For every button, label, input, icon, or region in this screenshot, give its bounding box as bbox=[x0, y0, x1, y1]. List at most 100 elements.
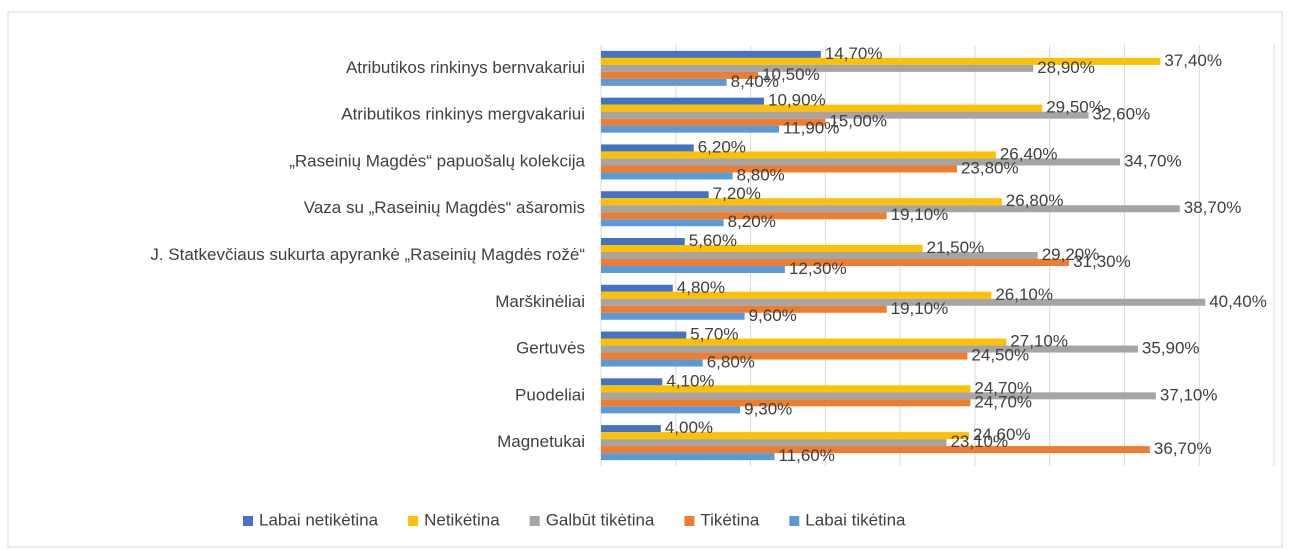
data-label: 27,10% bbox=[1010, 332, 1068, 351]
data-label: 15,00% bbox=[829, 112, 887, 131]
data-label: 24,70% bbox=[974, 378, 1032, 397]
y-tick-label: J. Statkevčiaus sukurta apyrankė „Rasein… bbox=[150, 245, 585, 264]
bar bbox=[601, 406, 741, 414]
data-label: 12,30% bbox=[789, 259, 847, 278]
data-label: 14,70% bbox=[825, 44, 883, 63]
bar bbox=[601, 378, 663, 386]
data-label: 9,30% bbox=[744, 399, 792, 418]
chart-frame bbox=[7, 11, 1283, 548]
legend-swatch bbox=[529, 516, 540, 526]
bar bbox=[601, 191, 709, 199]
bar bbox=[601, 338, 1007, 346]
bar bbox=[601, 151, 996, 159]
data-label: 37,10% bbox=[1160, 385, 1218, 404]
bar bbox=[601, 266, 785, 273]
bar bbox=[601, 104, 1043, 112]
bar bbox=[601, 111, 1089, 119]
data-label: 19,10% bbox=[891, 299, 949, 318]
bar bbox=[601, 238, 685, 245]
data-label: 36,70% bbox=[1154, 439, 1212, 458]
data-label: 34,70% bbox=[1124, 151, 1182, 170]
legend-label: Netikėtina bbox=[424, 510, 500, 529]
data-label: 40,40% bbox=[1209, 292, 1267, 311]
y-tick-label: Gertuvės bbox=[516, 339, 585, 358]
legend-label: Labai netikėtina bbox=[259, 510, 379, 529]
data-label: 32,60% bbox=[1093, 105, 1151, 124]
data-label: 11,90% bbox=[783, 119, 839, 138]
bar bbox=[601, 259, 1070, 266]
data-label: 23,10% bbox=[950, 432, 1008, 451]
bar bbox=[601, 57, 1161, 65]
data-label: 5,70% bbox=[690, 325, 738, 344]
bar bbox=[601, 172, 733, 180]
y-tick-label: „Raseinių Magdės“ papuošalų kolekcija bbox=[289, 151, 585, 170]
bar bbox=[601, 284, 673, 292]
data-label: 29,50% bbox=[1046, 98, 1104, 117]
y-tick-label: Marškinėliai bbox=[495, 292, 585, 311]
data-label: 35,90% bbox=[1142, 339, 1200, 358]
legend-swatch bbox=[408, 516, 419, 526]
bar bbox=[601, 385, 971, 393]
bar bbox=[601, 144, 694, 152]
bar bbox=[601, 205, 1180, 213]
bar bbox=[601, 78, 727, 86]
data-label: 8,20% bbox=[728, 212, 776, 231]
bar bbox=[601, 432, 969, 440]
data-label: 7,20% bbox=[713, 184, 761, 203]
data-label: 26,40% bbox=[1000, 144, 1058, 163]
data-label: 37,40% bbox=[1164, 51, 1222, 70]
bar bbox=[601, 158, 1120, 166]
y-tick-label: Magnetukai bbox=[497, 432, 585, 451]
bar bbox=[601, 453, 775, 461]
data-label: 4,80% bbox=[677, 278, 725, 297]
bar bbox=[601, 118, 826, 126]
bar bbox=[601, 359, 703, 367]
bar bbox=[601, 219, 724, 227]
data-label: 24,70% bbox=[974, 392, 1032, 411]
bar bbox=[601, 312, 745, 320]
bar bbox=[601, 64, 1034, 72]
data-label: 4,00% bbox=[665, 418, 713, 437]
data-label: 5,60% bbox=[689, 231, 737, 250]
bar bbox=[601, 446, 1150, 454]
legend-swatch bbox=[684, 516, 695, 526]
bar bbox=[601, 125, 779, 133]
data-label: 10,50% bbox=[762, 65, 820, 84]
legend-label: Labai tikėtina bbox=[805, 510, 906, 529]
y-tick-label: Atributikos rinkinys bernvakariui bbox=[346, 58, 585, 77]
legend-label: Tikėtina bbox=[700, 510, 759, 529]
bar bbox=[601, 439, 947, 447]
bar bbox=[601, 71, 759, 79]
data-label: 4,10% bbox=[666, 371, 714, 390]
bar bbox=[601, 298, 1206, 306]
data-label: 28,90% bbox=[1037, 58, 1095, 77]
bar bbox=[601, 352, 968, 360]
data-label: 26,10% bbox=[995, 285, 1053, 304]
data-label: 23,80% bbox=[961, 158, 1019, 177]
data-label: 38,70% bbox=[1184, 198, 1242, 217]
data-label: 29,20% bbox=[1042, 245, 1100, 264]
legend-label: Galbūt tikėtina bbox=[546, 510, 655, 529]
y-tick-label: Puodeliai bbox=[515, 385, 585, 404]
data-label: 6,80% bbox=[707, 353, 755, 372]
data-label: 9,60% bbox=[749, 306, 797, 325]
bar bbox=[601, 331, 687, 339]
y-tick-label: Vaza su „Raseinių Magdės“ ašaromis bbox=[304, 198, 585, 217]
bar bbox=[601, 50, 821, 58]
y-tick-label: Atributikos rinkinys mergvakariui bbox=[341, 105, 585, 124]
bar bbox=[601, 425, 661, 433]
bar bbox=[601, 198, 1002, 206]
legend-swatch bbox=[789, 516, 800, 526]
bar bbox=[601, 392, 1156, 400]
bar bbox=[601, 305, 887, 313]
data-label: 24,50% bbox=[971, 346, 1029, 365]
data-label: 10,90% bbox=[768, 91, 826, 110]
data-label: 21,50% bbox=[927, 238, 985, 257]
data-label: 24,60% bbox=[973, 425, 1031, 444]
bar bbox=[601, 97, 765, 105]
data-label: 31,30% bbox=[1073, 252, 1131, 271]
bar bbox=[601, 291, 992, 299]
bar bbox=[601, 212, 887, 220]
bar bbox=[601, 252, 1038, 259]
